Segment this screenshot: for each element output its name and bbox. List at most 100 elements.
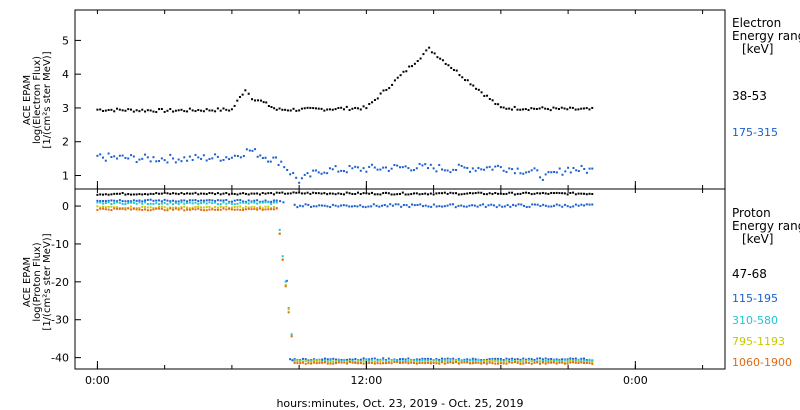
- data-point-47-68: [200, 192, 203, 195]
- data-point-47-68: [511, 191, 514, 194]
- data-point-late-115-195: [482, 203, 485, 206]
- data-point-795-1193: [525, 360, 528, 363]
- data-point-38-53: [499, 106, 502, 109]
- data-point-38-53: [225, 108, 228, 111]
- data-point-175-315: [135, 161, 138, 164]
- data-point-late-115-195: [462, 205, 465, 208]
- data-point-47-68: [160, 192, 163, 195]
- data-point-310-580: [399, 360, 401, 363]
- data-point-115-195: [219, 199, 222, 202]
- data-point-late-115-195: [312, 205, 315, 208]
- data-point-175-315: [160, 157, 163, 160]
- data-point-late-115-195: [299, 204, 302, 207]
- data-point-38-53: [569, 106, 572, 109]
- data-point-175-315: [525, 171, 528, 174]
- data-point-115-195: [399, 358, 401, 361]
- data-point-175-315: [216, 155, 219, 158]
- data-point-310-580: [135, 202, 138, 205]
- data-point-1060-1900: [494, 362, 497, 365]
- data-point-115-195: [253, 199, 256, 202]
- data-point-47-68: [303, 192, 306, 195]
- data-point-175-315: [424, 163, 427, 166]
- data-point-47-68: [390, 193, 393, 196]
- data-point-175-315: [267, 160, 270, 163]
- data-point-38-53: [135, 109, 138, 112]
- data-point-795-1193: [315, 360, 318, 363]
- data-point-310-580: [527, 358, 530, 361]
- data-point-47-68: [382, 192, 385, 195]
- data-point-1060-1900: [357, 362, 360, 365]
- data-point-115-195: [272, 199, 275, 202]
- data-point-late-115-195: [361, 205, 364, 208]
- data-point-115-195: [494, 357, 497, 360]
- data-point-47-68: [116, 192, 119, 195]
- data-point-47-68: [312, 191, 315, 194]
- data-point-310-580: [566, 359, 569, 362]
- data-point-310-580: [580, 360, 583, 363]
- data-point-1060-1900: [351, 361, 354, 364]
- data-point-1060-1900: [463, 361, 466, 364]
- data-point-175-315: [317, 171, 320, 174]
- data-point-310-580: [449, 358, 452, 361]
- data-point-175-315: [303, 173, 306, 176]
- data-point-1060-1900: [256, 208, 259, 211]
- data-point-175-315: [124, 156, 127, 159]
- data-point-175-315: [163, 159, 166, 162]
- data-point-795-1193: [299, 360, 302, 363]
- data-point-310-580: [281, 255, 284, 258]
- data-point-175-315: [429, 163, 432, 166]
- data-point-310-580: [186, 201, 189, 204]
- data-point-47-68: [552, 192, 555, 195]
- data-point-1060-1900: [99, 207, 102, 210]
- data-point-47-68: [449, 191, 452, 194]
- data-point-38-53: [228, 109, 231, 112]
- data-point-47-68: [429, 192, 432, 195]
- data-point-310-580: [200, 202, 203, 205]
- data-point-115-195: [566, 358, 569, 361]
- data-point-795-1193: [158, 205, 161, 208]
- data-point-47-68: [577, 192, 580, 195]
- data-point-310-580: [118, 201, 121, 204]
- data-point-late-115-195: [555, 203, 558, 206]
- data-point-115-195: [188, 199, 191, 202]
- data-point-175-315: [326, 172, 329, 175]
- data-point-38-53: [541, 106, 544, 109]
- data-point-795-1193: [566, 361, 569, 364]
- data-point-795-1193: [346, 360, 349, 363]
- data-point-38-53: [391, 83, 394, 86]
- data-point-47-68: [130, 193, 133, 196]
- data-point-310-580: [102, 202, 105, 205]
- data-point-47-68: [270, 192, 273, 195]
- data-point-38-53: [152, 110, 155, 113]
- data-point-175-315: [251, 149, 254, 152]
- data-point-late-115-195: [490, 203, 493, 206]
- data-point-175-315: [354, 165, 357, 168]
- data-point-47-68: [197, 193, 200, 196]
- data-point-1060-1900: [455, 361, 458, 364]
- data-point-115-195: [326, 358, 329, 361]
- data-point-late-115-195: [315, 205, 318, 208]
- data-point-47-68: [121, 191, 124, 194]
- data-point-175-315: [471, 167, 474, 170]
- data-point-1060-1900: [272, 208, 275, 211]
- y-tick-label: -10: [51, 238, 69, 251]
- data-point-38-53: [472, 84, 475, 87]
- data-point-795-1193: [272, 205, 275, 208]
- data-point-310-580: [166, 203, 169, 206]
- data-point-38-53: [160, 108, 163, 111]
- data-point-175-315: [197, 156, 200, 159]
- data-point-1060-1900: [376, 362, 379, 365]
- data-point-115-195: [488, 358, 491, 361]
- data-point-38-53: [230, 108, 233, 111]
- data-point-175-315: [558, 167, 561, 170]
- data-point-38-53: [149, 109, 152, 112]
- data-point-late-115-195: [563, 203, 566, 206]
- data-point-795-1193: [135, 207, 138, 210]
- data-point-38-53: [393, 79, 396, 82]
- data-point-175-315: [239, 156, 242, 159]
- data-point-1060-1900: [127, 207, 130, 210]
- data-point-795-1193: [219, 205, 222, 208]
- data-point-1060-1900: [574, 361, 577, 364]
- data-point-795-1193: [429, 360, 432, 363]
- data-point-115-195: [340, 358, 343, 361]
